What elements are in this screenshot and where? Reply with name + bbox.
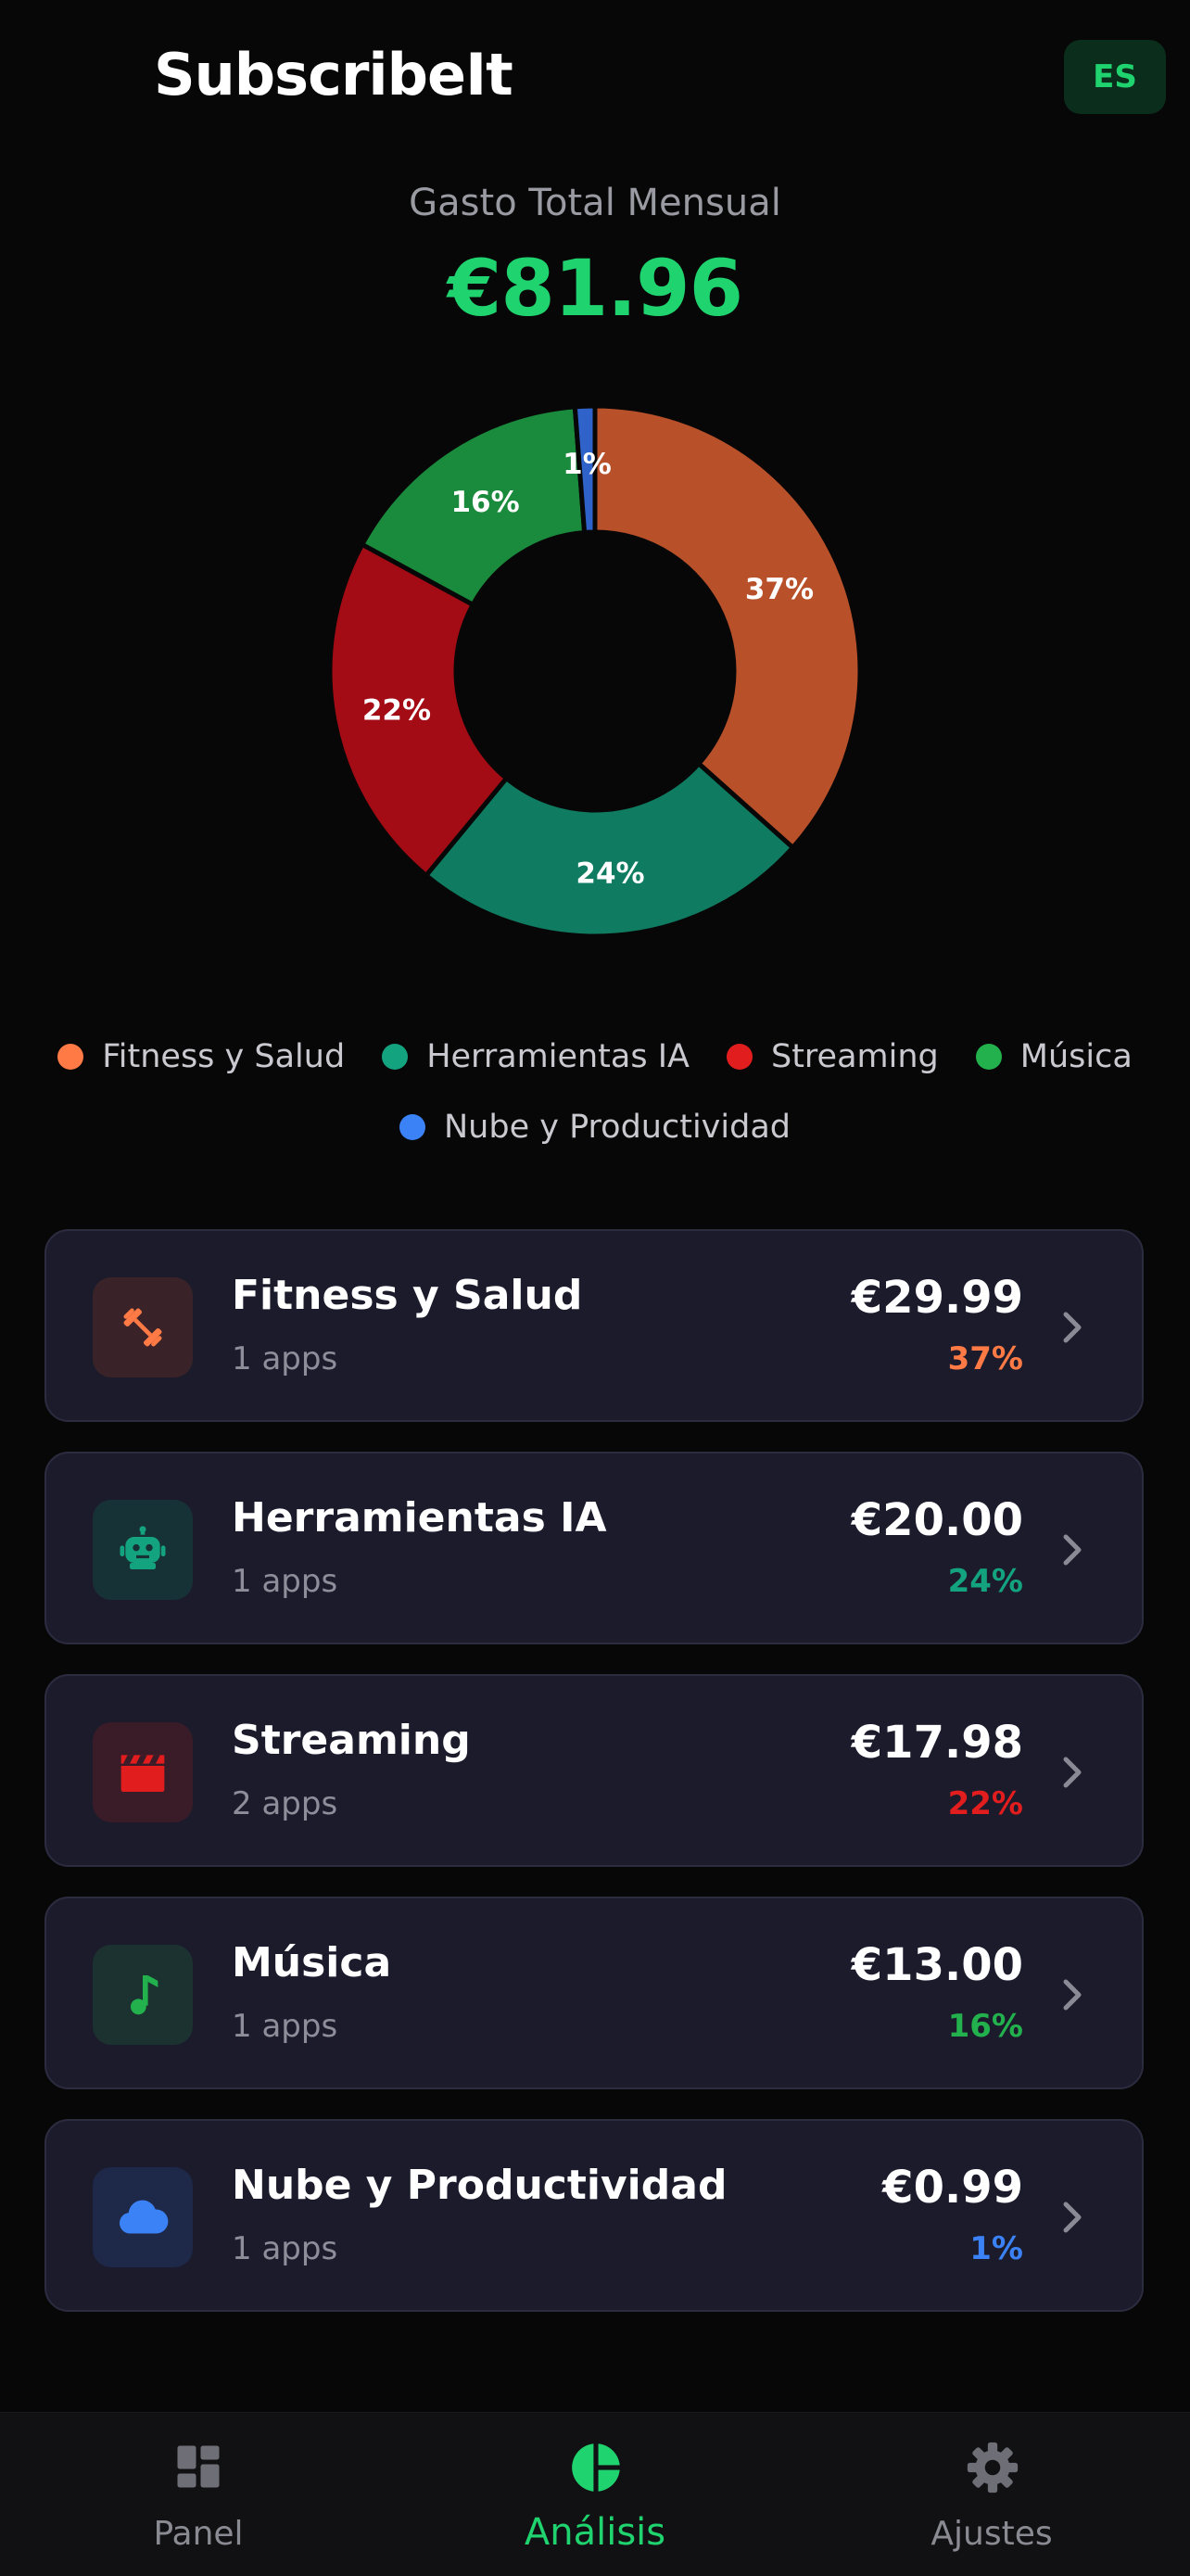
chevron-right-icon [1063,1534,1082,1566]
category-percent: 24% [947,1563,1023,1600]
legend-dot [382,1044,409,1070]
category-name: Música [232,1939,392,1986]
total-spend-amount: €81.96 [447,243,743,334]
category-card-cloud[interactable]: Nube y Productividad 1 apps €0.99 1% [44,2119,1144,2312]
gear-icon [967,2442,1019,2494]
chevron-right-icon [1063,2202,1082,2233]
category-amount: €0.99 [882,2162,1023,2214]
category-name: Streaming [232,1717,471,1764]
pie-chart-icon [572,2442,622,2494]
robot-icon [93,1500,193,1600]
tab-label: Panel [153,2515,244,2553]
category-amount: €17.98 [851,1717,1023,1769]
total-spend-label: Gasto Total Mensual [409,182,781,224]
category-amount: €13.00 [851,1939,1023,1991]
category-percent: 22% [947,1785,1023,1822]
bottom-tab-bar: Panel Análisis Ajustes [0,2412,1190,2576]
slice-fitness[interactable] [592,408,863,851]
music-note-icon [93,1945,193,2045]
dashboard-icon [177,2445,220,2488]
tab-panel[interactable]: Panel [0,2413,397,2576]
category-app-count: 1 apps [232,2230,338,2267]
category-percent: 1% [969,2230,1023,2267]
category-name: Herramientas IA [232,1494,607,1542]
tab-ajustes[interactable]: Ajustes [793,2413,1190,2576]
legend-dot [975,1044,1002,1070]
slice-percent-label: 1% [563,448,612,481]
category-card-streaming[interactable]: Streaming 2 apps €17.98 22% [44,1674,1144,1867]
category-card-music[interactable]: Música 1 apps €13.00 16% [44,1897,1144,2089]
tab-label: Ajustes [930,2515,1053,2553]
legend-label: Herramientas IA [426,1038,690,1075]
legend-dot [399,1114,425,1140]
cloud-icon [93,2167,193,2267]
category-app-count: 1 apps [232,1340,338,1377]
legend-item-cloud: Nube y Productividad [399,1109,791,1146]
chevron-right-icon [1063,1312,1082,1343]
app-header: SubscribeIt ES [0,0,1190,158]
chevron-right-icon [1063,1979,1082,2011]
dumbbell-icon [93,1277,193,1377]
tab-label: Análisis [524,2511,666,2554]
language-button[interactable]: ES [1064,40,1166,114]
legend-item-fitness: Fitness y Salud [57,1038,345,1075]
category-app-count: 1 apps [232,1563,338,1600]
category-card-ai-tools[interactable]: Herramientas IA 1 apps €20.00 24% [44,1452,1144,1644]
legend-item-ai-tools: Herramientas IA [382,1038,690,1075]
legend-item-music: Música [975,1038,1133,1075]
slice-percent-label: 24% [576,857,644,890]
category-percent: 16% [947,2008,1023,2045]
slice-percent-label: 22% [362,693,431,727]
legend-item-streaming: Streaming [726,1038,939,1075]
legend-dot [726,1044,753,1070]
clapperboard-icon [93,1722,193,1822]
category-card-fitness[interactable]: Fitness y Salud 1 apps €29.99 37% [44,1229,1144,1422]
tab-analisis[interactable]: Análisis [397,2413,793,2576]
category-name: Fitness y Salud [232,1272,583,1319]
slice-percent-label: 16% [450,486,519,519]
legend-label: Música [1019,1038,1133,1075]
category-donut-chart: 37% 24% 22% 16% 1% [327,408,863,939]
legend-dot [57,1044,84,1070]
category-app-count: 1 apps [232,2008,338,2045]
chevron-right-icon [1063,1757,1082,1788]
slice-ai-tools[interactable] [423,760,796,939]
slice-cloud[interactable] [572,408,598,536]
app-title: SubscribeIt [154,41,513,108]
category-app-count: 2 apps [232,1785,338,1822]
category-name: Nube y Productividad [232,2162,728,2209]
category-amount: €20.00 [851,1494,1023,1546]
slice-percent-label: 37% [745,573,814,606]
category-percent: 37% [947,1340,1023,1377]
category-amount: €29.99 [851,1272,1023,1324]
legend-label: Fitness y Salud [102,1038,346,1075]
legend-label: Streaming [770,1038,939,1075]
legend-label: Nube y Productividad [443,1109,791,1146]
slice-music[interactable] [359,408,588,608]
slice-streaming[interactable] [327,540,510,879]
